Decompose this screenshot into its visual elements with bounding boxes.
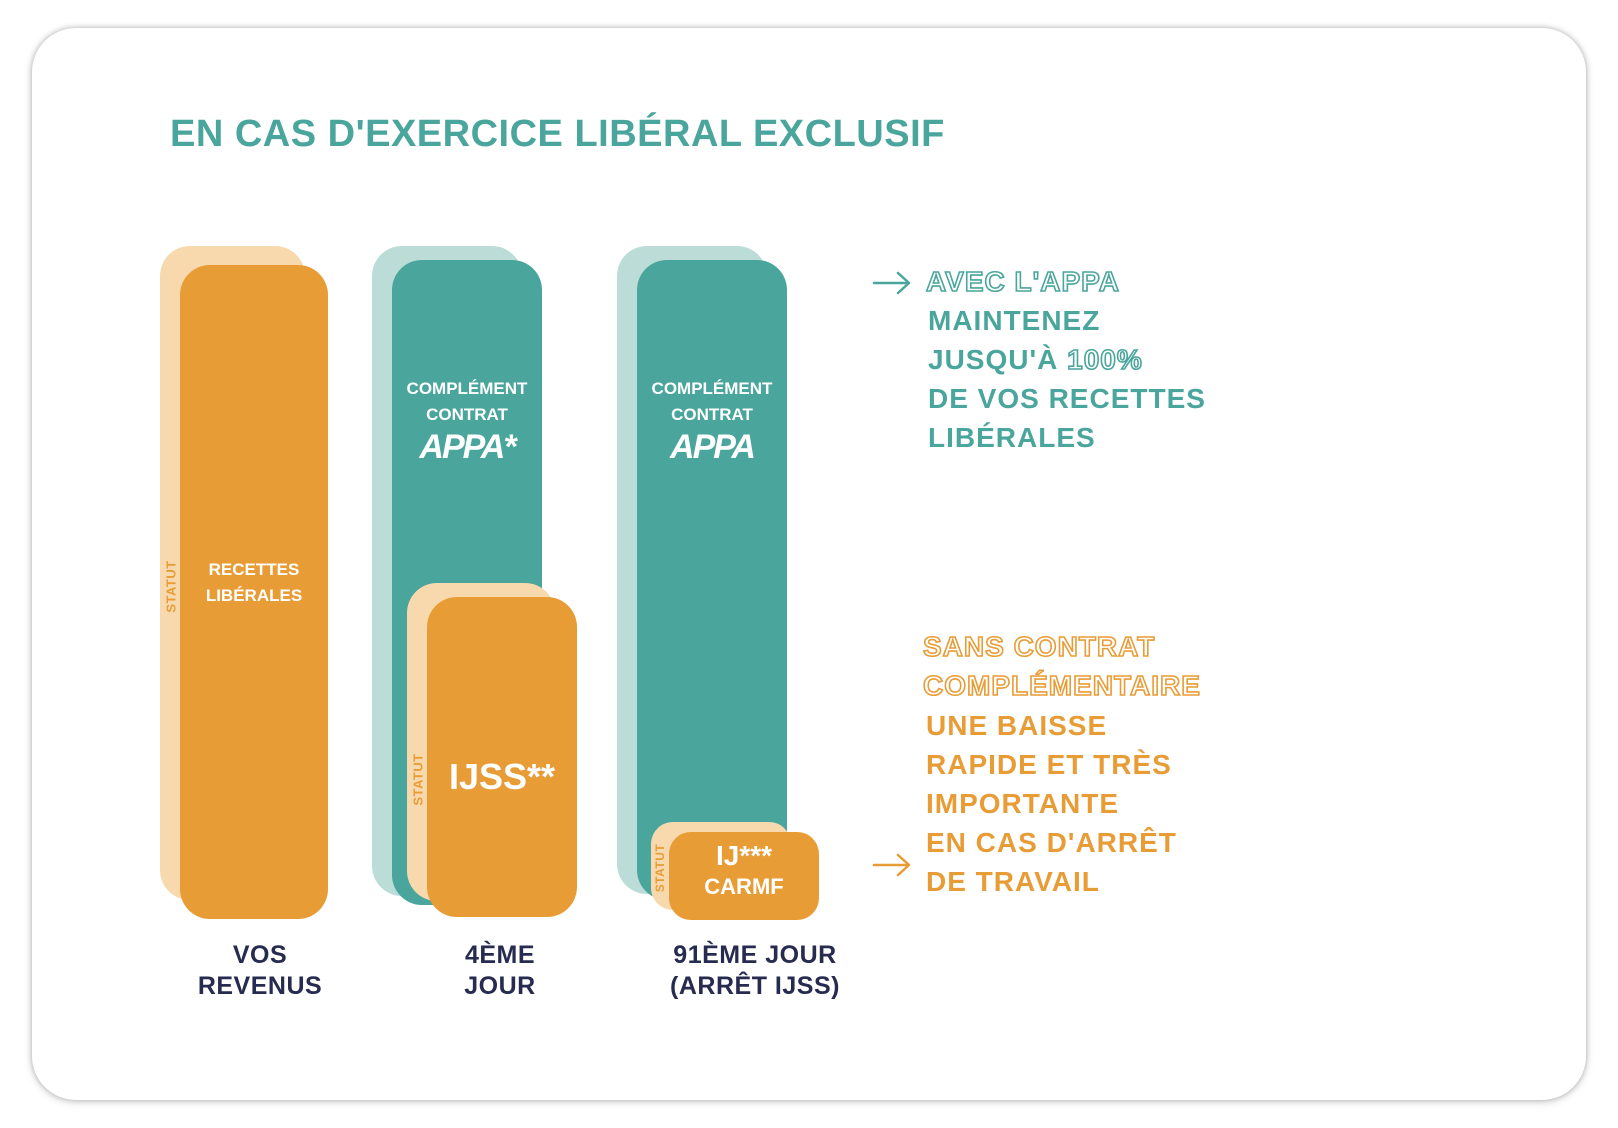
callout-bottom-line-4: EN CAS D'ARRÊT [926, 827, 1177, 858]
statut-label: STATUT [163, 560, 179, 613]
callout-top-line-4: LIBÉRALES [928, 422, 1096, 453]
label-line: REVENUS [197, 972, 323, 1000]
complement-line: COMPLÉMENT [651, 379, 773, 398]
label-4eme-jour: 4ÈME JOUR [410, 940, 590, 1002]
ij-line: IJ*** [715, 840, 773, 871]
complement-line: COMPLÉMENT [406, 379, 528, 398]
ij-carmf-bar [669, 832, 819, 920]
statut-label: STATUT [410, 753, 426, 806]
label-91eme-jour: 91ÈME JOUR (ARRÊT IJSS) [640, 940, 870, 1002]
appa-bar-91 [637, 260, 787, 900]
contrat-line: CONTRAT [671, 405, 753, 424]
callout-bottom-line-3: IMPORTANTE [926, 788, 1120, 819]
arrow-right-icon [872, 852, 912, 878]
recettes-bar [180, 265, 328, 919]
callout-top-line-3: DE VOS RECETTES [928, 383, 1206, 414]
carmf-line: CARMF [704, 874, 784, 899]
ijss-bar [427, 597, 577, 917]
complement-label-4: COMPLÉMENT CONTRAT [392, 376, 542, 428]
recettes-line-2: LIBÉRALES [205, 586, 303, 605]
jusqua-text: JUSQU'À [928, 344, 1059, 375]
label-line: 91ÈME JOUR [673, 941, 837, 969]
ijss-label: IJSS** [448, 756, 556, 797]
contrat-line: CONTRAT [426, 405, 508, 424]
label-line: 4ÈME [464, 941, 536, 969]
percent-highlight: 100% [1066, 343, 1143, 376]
label-vos-revenus: VOS REVENUS [170, 940, 350, 1002]
callout-bottom-line-5: DE TRAVAIL [926, 866, 1100, 897]
label-line: (ARRÊT IJSS) [670, 972, 840, 1000]
recettes-line-1: RECETTES [208, 560, 300, 579]
ij-carmf-label: IJ*** CARMF [669, 840, 819, 902]
callout-complementaire: COMPLÉMENTAIRE [922, 669, 1201, 702]
label-line: JOUR [464, 972, 536, 1000]
label-line: VOS [232, 941, 288, 969]
callout-bottom-line-2: RAPIDE ET TRÈS [926, 749, 1172, 780]
arrow-right-icon [872, 270, 912, 296]
callout-sans-contrat: SANS CONTRAT [922, 630, 1156, 663]
complement-label-91: COMPLÉMENT CONTRAT [637, 376, 787, 428]
appa-logo: APPA* [419, 428, 516, 466]
callout-top-line-1: MAINTENEZ [928, 305, 1101, 336]
callout-avec-appa: AVEC L'APPA [925, 265, 1120, 298]
callout-bottom-line-1: UNE BAISSE [926, 710, 1108, 741]
page-title: EN CAS D'EXERCICE LIBÉRAL EXCLUSIF [170, 113, 945, 155]
callout-top-line-2: JUSQU'À 100% [928, 340, 1143, 379]
recettes-label: RECETTES LIBÉRALES [180, 557, 328, 609]
appa-logo: APPA [670, 428, 756, 466]
statut-label: STATUT [653, 843, 667, 893]
